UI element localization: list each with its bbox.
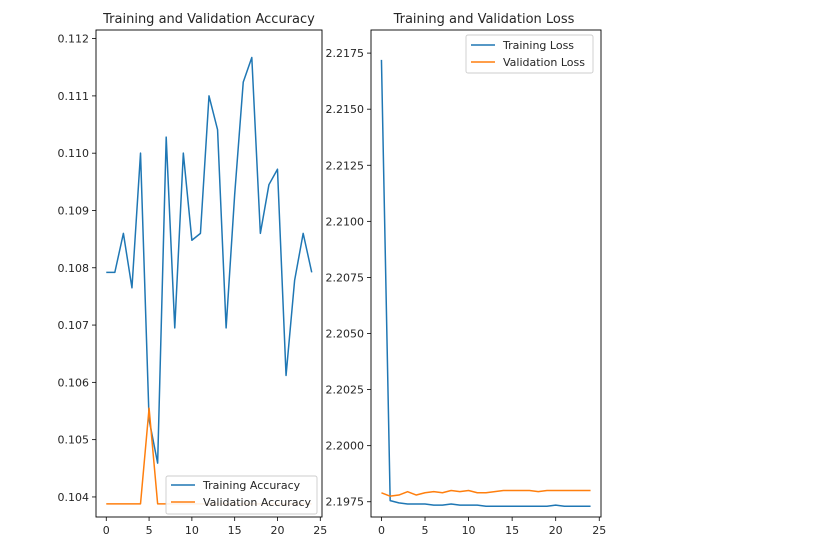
series-lines — [106, 56, 313, 505]
y-tick-label: 0.112 — [58, 33, 90, 46]
legend-label-validation-loss: Validation Loss — [503, 56, 585, 69]
legend: Training Accuracy Validation Accuracy — [165, 475, 318, 515]
x-tick-label: 25 — [313, 524, 327, 537]
series-lines — [380, 59, 591, 507]
x-tick-label: 10 — [185, 524, 199, 537]
series-line-validation-loss — [381, 489, 591, 497]
y-tick-label: 2.2000 — [326, 440, 365, 453]
plot-area-frame — [95, 29, 323, 518]
x-tick-label: 0 — [378, 524, 385, 537]
y-tick-label: 0.107 — [58, 319, 90, 332]
y-tick-label: 0.104 — [58, 491, 90, 504]
y-tick-label: 2.2050 — [326, 328, 365, 341]
x-tick-label: 20 — [549, 524, 563, 537]
chart-title: Training and Validation Loss — [393, 12, 575, 27]
y-tick-label: 0.105 — [58, 434, 90, 447]
y-tick-label: 2.2175 — [326, 47, 365, 60]
x-tick-label: 5 — [146, 524, 153, 537]
y-tick-label: 0.108 — [58, 262, 90, 275]
y-tick-labels: 0.104 0.105 0.106 0.107 0.108 0.109 0.110 0.111… — [58, 33, 90, 504]
legend-box — [465, 34, 594, 74]
y-tick-label: 2.2075 — [326, 271, 365, 284]
loss-chart: Training and Validation Loss 2.1975 2.200… — [326, 12, 607, 537]
legend-label-training-loss: Training Loss — [502, 39, 574, 52]
series-line-training-loss — [380, 59, 591, 507]
y-tick-label: 2.2100 — [326, 215, 365, 228]
y-tick-label: 0.109 — [58, 204, 90, 217]
y-tick-label: 0.106 — [58, 376, 90, 389]
x-tick-label: 25 — [592, 524, 606, 537]
x-tick-label: 10 — [462, 524, 476, 537]
x-tick-label: 5 — [422, 524, 429, 537]
axis-ticks — [92, 38, 321, 521]
x-tick-labels: 0 5 10 15 20 25 — [103, 524, 328, 537]
accuracy-chart: Training and Validation Accuracy 0.1040.… — [58, 12, 328, 537]
y-tick-label: 2.2125 — [326, 159, 365, 172]
y-tick-labels: 2.1975 2.2000 2.2025 2.2050 2.2075 2.2100 2.21… — [326, 47, 365, 509]
legend-label-validation-accuracy: Validation Accuracy — [203, 496, 312, 509]
y-tick-label: 0.110 — [58, 147, 90, 160]
plot-area-frame — [370, 29, 602, 518]
x-tick-label: 20 — [270, 524, 284, 537]
x-tick-label: 15 — [228, 524, 242, 537]
y-tick-label: 2.1975 — [326, 496, 365, 509]
y-tick-label: 2.2025 — [326, 384, 365, 397]
axis-ticks — [367, 52, 600, 521]
series-line-training-accuracy — [106, 56, 313, 464]
x-tick-label: 0 — [103, 524, 110, 537]
legend-box — [165, 475, 318, 515]
y-tick-label: 2.2150 — [326, 103, 365, 116]
x-tick-label: 15 — [505, 524, 519, 537]
legend: Training Loss Validation Loss — [465, 34, 594, 74]
chart-title: Training and Validation Accuracy — [102, 12, 315, 27]
y-tick-label: 0.111 — [58, 90, 90, 103]
legend-label-training-accuracy: Training Accuracy — [202, 479, 301, 492]
x-tick-labels: 0 5 10 15 20 25 — [378, 524, 606, 537]
